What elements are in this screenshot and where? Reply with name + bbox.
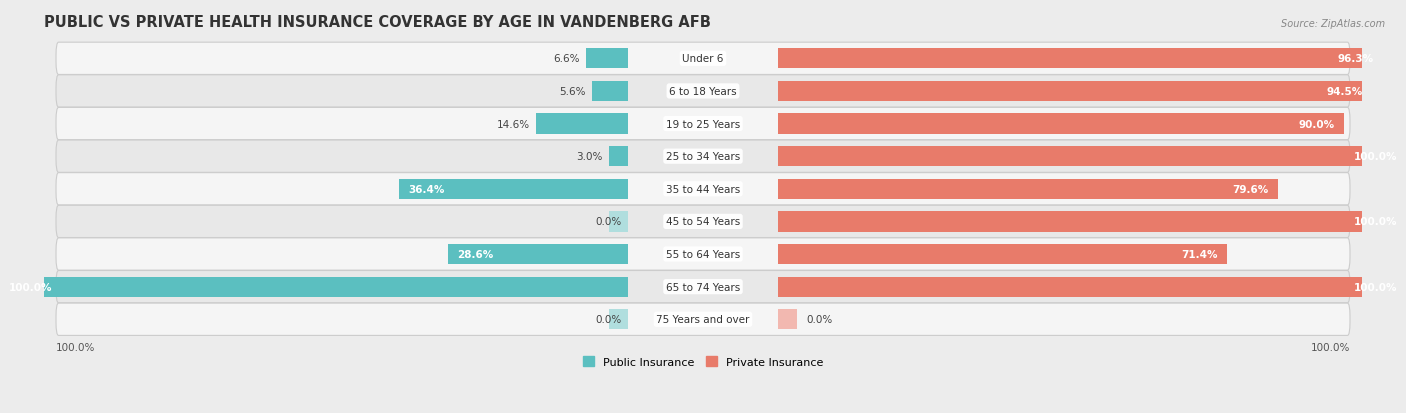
FancyBboxPatch shape (56, 304, 1350, 336)
Bar (449, 244, 627, 264)
Text: 79.6%: 79.6% (1233, 184, 1268, 194)
Bar (779, 82, 1372, 102)
Text: Under 6: Under 6 (682, 54, 724, 64)
Bar (779, 114, 1344, 134)
Text: 100.0%: 100.0% (1354, 217, 1398, 227)
Text: 0.0%: 0.0% (807, 314, 832, 325)
Text: 100.0%: 100.0% (1354, 152, 1398, 162)
Text: 94.5%: 94.5% (1326, 87, 1362, 97)
Bar (779, 309, 797, 330)
Legend: Public Insurance, Private Insurance: Public Insurance, Private Insurance (579, 352, 827, 371)
FancyBboxPatch shape (56, 271, 1350, 303)
Text: 100.0%: 100.0% (1354, 282, 1398, 292)
Bar (779, 244, 1227, 264)
Text: 3.0%: 3.0% (576, 152, 603, 162)
Bar (586, 49, 627, 69)
Text: Source: ZipAtlas.com: Source: ZipAtlas.com (1281, 19, 1385, 28)
Text: 36.4%: 36.4% (408, 184, 444, 194)
Text: 0.0%: 0.0% (595, 217, 621, 227)
Text: 14.6%: 14.6% (496, 119, 530, 129)
Bar (779, 147, 1406, 167)
Text: 6.6%: 6.6% (554, 54, 579, 64)
Bar (779, 277, 1406, 297)
Text: 100.0%: 100.0% (56, 342, 96, 352)
FancyBboxPatch shape (56, 141, 1350, 173)
FancyBboxPatch shape (56, 76, 1350, 108)
Bar (0, 277, 627, 297)
Text: 71.4%: 71.4% (1181, 249, 1218, 259)
Bar (779, 179, 1278, 199)
Bar (609, 147, 627, 167)
Text: 45 to 54 Years: 45 to 54 Years (666, 217, 740, 227)
FancyBboxPatch shape (56, 206, 1350, 238)
Text: 0.0%: 0.0% (595, 314, 621, 325)
Text: 25 to 34 Years: 25 to 34 Years (666, 152, 740, 162)
FancyBboxPatch shape (56, 173, 1350, 205)
Bar (609, 212, 627, 232)
Text: 28.6%: 28.6% (457, 249, 494, 259)
Bar (609, 309, 627, 330)
Bar (536, 114, 627, 134)
Text: 100.0%: 100.0% (1310, 342, 1350, 352)
Text: 19 to 25 Years: 19 to 25 Years (666, 119, 740, 129)
Text: 75 Years and over: 75 Years and over (657, 314, 749, 325)
Text: 65 to 74 Years: 65 to 74 Years (666, 282, 740, 292)
Text: 5.6%: 5.6% (560, 87, 586, 97)
Text: 6 to 18 Years: 6 to 18 Years (669, 87, 737, 97)
Text: 90.0%: 90.0% (1298, 119, 1334, 129)
Bar (779, 212, 1406, 232)
Text: 100.0%: 100.0% (8, 282, 52, 292)
FancyBboxPatch shape (56, 108, 1350, 140)
FancyBboxPatch shape (56, 238, 1350, 271)
FancyBboxPatch shape (56, 43, 1350, 75)
Bar (592, 82, 627, 102)
Text: 96.3%: 96.3% (1337, 54, 1374, 64)
Bar (399, 179, 627, 199)
Text: PUBLIC VS PRIVATE HEALTH INSURANCE COVERAGE BY AGE IN VANDENBERG AFB: PUBLIC VS PRIVATE HEALTH INSURANCE COVER… (44, 15, 710, 30)
Text: 35 to 44 Years: 35 to 44 Years (666, 184, 740, 194)
Bar (779, 49, 1384, 69)
Text: 55 to 64 Years: 55 to 64 Years (666, 249, 740, 259)
